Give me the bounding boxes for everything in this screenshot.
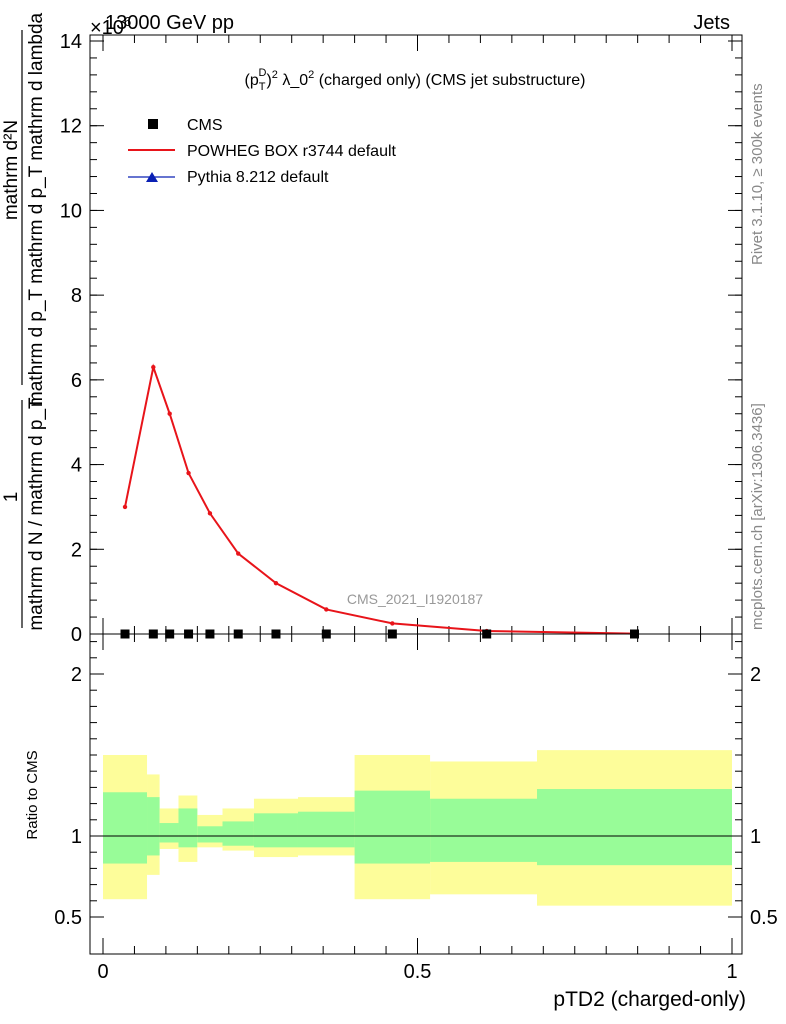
legend-powheg-label: POWHEG BOX r3744 default xyxy=(187,143,397,160)
x-axis-label: pTD2 (charged-only) xyxy=(553,988,746,1011)
ratio-y-label: Ratio to CMS xyxy=(24,750,41,839)
y-multiplier-base: ×10 xyxy=(90,17,124,39)
y-label-numerator: mathrm d²N xyxy=(1,120,22,220)
x-tick-label: 1 xyxy=(726,961,737,983)
main-y-label: 1 mathrm d N / mathrm d p_T mathrm d²N m… xyxy=(1,12,47,630)
main-y-tick-label: 2 xyxy=(71,539,82,561)
main-y-tick-label: 12 xyxy=(60,116,82,138)
legend: CMS POWHEG BOX r3744 default Pythia 8.21… xyxy=(128,117,397,186)
watermark: CMS_2021_I1920187 xyxy=(347,591,483,607)
energy-label: 13000 GeV pp xyxy=(105,12,234,34)
plot-title: (pTD)2 λ_02 (charged only) (CMS jet subs… xyxy=(245,67,586,93)
title-paren-close: ) xyxy=(266,72,271,89)
y-multiplier: ×106 xyxy=(90,14,131,39)
legend-pythia-label: Pythia 8.212 default xyxy=(187,169,329,186)
powheg-point xyxy=(167,411,172,416)
powheg-point xyxy=(207,511,213,516)
ratio-band-inner xyxy=(147,797,160,856)
ratio-band-inner xyxy=(537,789,732,866)
title-sup-2b: 2 xyxy=(308,69,314,81)
ratio-band-inner xyxy=(297,811,355,848)
powheg-point xyxy=(186,470,191,476)
mcplots-label: mcplots.cern.ch [arXiv:1306.3436] xyxy=(749,403,766,630)
y-label-denominator: mathrm d p_T mathrm d p_T mathrm d lambd… xyxy=(26,12,47,407)
y-label-prefix-den: mathrm d N / mathrm d p_T xyxy=(26,397,47,631)
main-y-tick-label: 8 xyxy=(71,285,82,307)
powheg-point xyxy=(151,364,156,370)
title-sub-t: T xyxy=(259,81,266,93)
ratio-band-inner xyxy=(222,821,254,846)
main-y-tick-label: 6 xyxy=(71,370,82,392)
title-suffix: (charged only) (CMS jet substructure) xyxy=(314,72,585,89)
powheg-point xyxy=(273,580,279,586)
ratio-y-tick-label-right: 1 xyxy=(750,826,761,848)
main-y-tick-label: 0 xyxy=(71,624,82,646)
powheg-point xyxy=(324,607,329,612)
main-y-tick-label: 4 xyxy=(71,455,82,477)
powheg-point xyxy=(236,551,241,556)
ratio-y-tick-label-right: 0.5 xyxy=(750,907,778,929)
x-tick-label: 0.5 xyxy=(404,961,432,983)
title-sup-d: D xyxy=(258,67,266,79)
ratio-band-inner xyxy=(178,808,198,848)
ratio-y-tick-label-left: 1 xyxy=(71,826,82,848)
title-paren-open: (p xyxy=(245,72,259,89)
ratio-band-inner xyxy=(430,798,538,862)
ratio-band-inner xyxy=(197,826,223,843)
x-tick-label: 0 xyxy=(97,961,108,983)
powheg-point xyxy=(390,621,395,626)
ratio-band-inner xyxy=(103,792,148,864)
ratio-plot: 0.5 0.5 1 1 2 2 0 0.5 1 Ratio to CMS xyxy=(24,633,778,983)
main-ticks: 0 2 4 6 8 10 12 14 xyxy=(60,31,742,646)
rivet-label: Rivet 3.1.10, ≥ 300k events xyxy=(749,83,766,265)
ratio-band-inner xyxy=(253,813,298,848)
y-label-prefix-num: 1 xyxy=(1,492,22,503)
y-multiplier-exp: 6 xyxy=(124,14,131,29)
powheg-point xyxy=(122,504,128,510)
legend-cms-marker xyxy=(148,119,158,129)
ratio-band-inner xyxy=(354,790,431,864)
title-rest: λ_0 xyxy=(278,72,308,89)
ratio-y-tick-label-right: 2 xyxy=(750,664,761,686)
ratio-band-inner xyxy=(159,823,179,843)
ratio-y-tick-label-left: 2 xyxy=(71,664,82,686)
ratio-plot-frame xyxy=(89,633,743,955)
title-sup-2: 2 xyxy=(272,69,278,81)
legend-cms-label: CMS xyxy=(187,117,223,134)
ratio-y-tick-label-left: 0.5 xyxy=(54,907,82,929)
ratio-bands xyxy=(103,750,732,906)
ratio-ticks: 0.5 0.5 1 1 2 2 0 0.5 1 xyxy=(54,634,778,983)
process-label: Jets xyxy=(693,12,730,34)
main-y-tick-label: 14 xyxy=(60,31,82,53)
main-y-tick-label: 10 xyxy=(60,200,82,222)
legend-pythia-marker xyxy=(146,172,158,182)
